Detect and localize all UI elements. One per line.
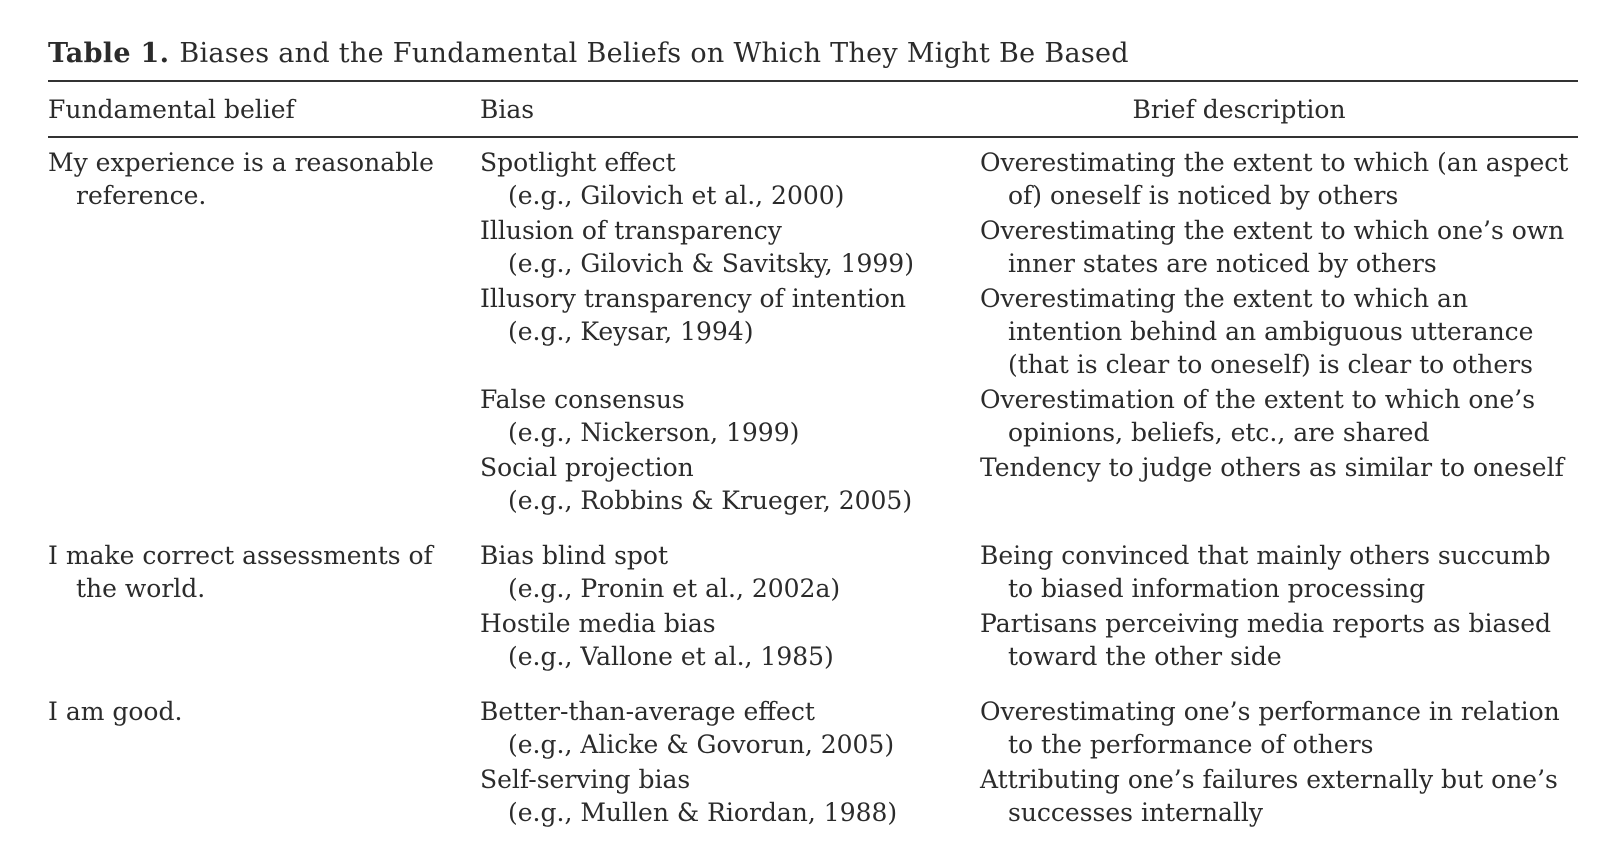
belief-group: I make correct assessments of the world.… xyxy=(48,539,1578,675)
bias-name: Better-than-average effect xyxy=(480,697,815,726)
bias-description: Tendency to judge others as similar to o… xyxy=(980,453,1564,482)
table-row: Illusory transparency of intention (e.g.,… xyxy=(480,282,1578,381)
fundamental-belief: I am good. xyxy=(48,697,183,726)
table-row: Spotlight effect (e.g., Gilovich et al., … xyxy=(480,146,1578,212)
header-rule xyxy=(48,136,1578,138)
bias-citation: (e.g., Vallone et al., 1985) xyxy=(508,642,834,671)
fundamental-belief: I make correct assessments of the world. xyxy=(48,541,433,603)
header-belief: Fundamental belief xyxy=(48,94,295,124)
bias-citation: (e.g., Keysar, 1994) xyxy=(508,317,754,346)
bias-name: Bias blind spot xyxy=(480,541,669,570)
bias-citation: (e.g., Robbins & Krueger, 2005) xyxy=(508,486,913,515)
bias-table: Table 1. Biases and the Fundamental Belie… xyxy=(48,36,1578,831)
table-caption: Table 1. Biases and the Fundamental Belie… xyxy=(48,36,1578,80)
bias-description: Overestimating one’s performance in rela… xyxy=(980,697,1560,759)
bias-name: False consensus xyxy=(480,385,685,414)
bias-name: Self-serving bias xyxy=(480,765,691,794)
belief-group: I am good. Better-than-average effect (e.… xyxy=(48,695,1578,831)
bias-name: Hostile media bias xyxy=(480,609,716,638)
table-body: My experience is a reasonable reference.… xyxy=(48,138,1578,831)
table-title: Biases and the Fundamental Beliefs on Wh… xyxy=(179,38,1129,69)
table-label: Table 1. xyxy=(48,38,170,69)
table-row: Bias blind spot (e.g., Pronin et al., 200… xyxy=(480,539,1578,605)
bias-description: Overestimating the extent to which (an a… xyxy=(980,148,1569,210)
header-description: Brief description xyxy=(1132,94,1346,124)
header-bias: Bias xyxy=(480,94,535,124)
bias-description: Partisans perceiving media reports as bi… xyxy=(980,609,1552,671)
bias-citation: (e.g., Gilovich et al., 2000) xyxy=(508,181,845,210)
bias-citation: (e.g., Gilovich & Savitsky, 1999) xyxy=(508,249,914,278)
bias-description: Overestimation of the extent to which on… xyxy=(980,385,1536,447)
bias-citation: (e.g., Nickerson, 1999) xyxy=(508,418,800,447)
top-rule xyxy=(48,80,1578,82)
table-row: False consensus (e.g., Nickerson, 1999) O… xyxy=(480,383,1578,449)
bias-name: Illusory transparency of intention xyxy=(480,284,907,313)
bias-name: Spotlight effect xyxy=(480,148,676,177)
bias-description: Being convinced that mainly others succu… xyxy=(980,541,1551,603)
table-row: Social projection (e.g., Robbins & Kruege… xyxy=(480,451,1578,517)
bias-citation: (e.g., Mullen & Riordan, 1988) xyxy=(508,798,898,827)
bias-name: Illusion of transparency xyxy=(480,216,782,245)
belief-group: My experience is a reasonable reference.… xyxy=(48,146,1578,519)
bias-description: Overestimating the extent to which one’s… xyxy=(980,216,1565,278)
table-row: Hostile media bias (e.g., Vallone et al.,… xyxy=(480,607,1578,673)
bias-citation: (e.g., Alicke & Govorun, 2005) xyxy=(508,730,895,759)
header-row: Fundamental belief Bias Brief descriptio… xyxy=(48,82,1578,136)
bias-description: Overestimating the extent to which an in… xyxy=(980,284,1534,379)
table-row: Self-serving bias (e.g., Mullen & Riordan… xyxy=(480,763,1578,829)
bias-name: Social projection xyxy=(480,453,694,482)
bias-citation: (e.g., Pronin et al., 2002a) xyxy=(508,574,841,603)
fundamental-belief: My experience is a reasonable reference. xyxy=(48,148,434,210)
table-row: Illusion of transparency (e.g., Gilovich … xyxy=(480,214,1578,280)
bias-description: Attributing one’s failures externally bu… xyxy=(980,765,1558,827)
table-row: Better-than-average effect (e.g., Alicke … xyxy=(480,695,1578,761)
